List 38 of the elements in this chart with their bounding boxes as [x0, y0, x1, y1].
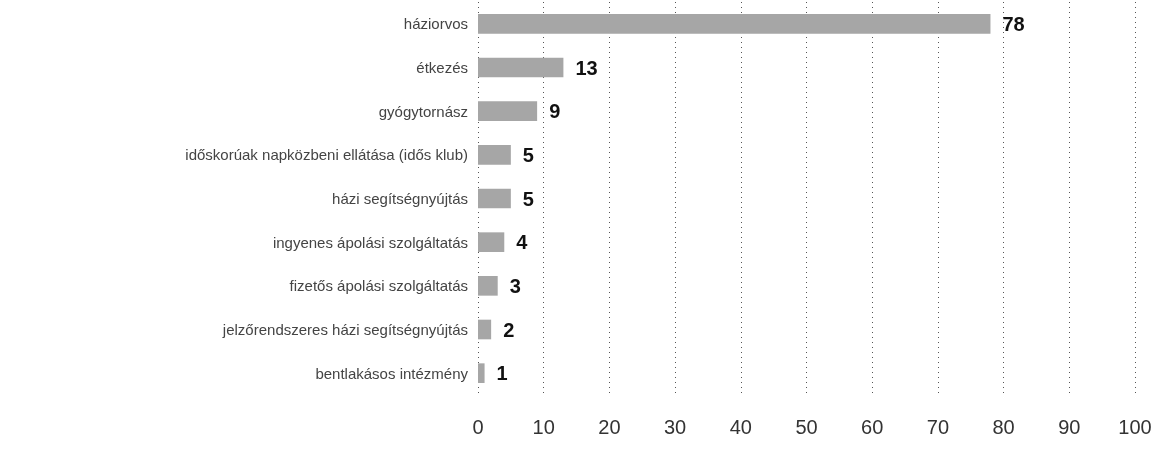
- x-tick-label: 60: [861, 416, 884, 438]
- x-tick-label: 80: [992, 416, 1015, 438]
- x-tick-label: 20: [598, 416, 621, 438]
- bar: [478, 188, 511, 209]
- data-label: 9: [549, 100, 561, 123]
- y-tick-label: gyógytornász: [378, 102, 468, 120]
- y-tick-label: időskorúak napközbeni ellátása (idős klub): [185, 146, 468, 164]
- x-tick-label: 30: [663, 416, 687, 438]
- x-tick-label: 70: [926, 416, 950, 438]
- data-label: 5: [522, 187, 534, 210]
- bar: [478, 276, 498, 296]
- y-tick-label: bentlakásos intézmény: [315, 364, 469, 382]
- data-label: 2: [503, 318, 515, 341]
- x-tick-label: 50: [795, 416, 818, 438]
- y-tick-label: étkezés: [416, 59, 468, 76]
- y-tick-label: jelzőrendszeres házi segítségnyújtás: [221, 321, 468, 338]
- data-label: 13: [575, 56, 598, 79]
- data-label: 5: [522, 143, 534, 166]
- x-tick-label: 10: [532, 416, 555, 438]
- bar: [478, 363, 485, 383]
- x-tick-label: 40: [729, 416, 752, 438]
- data-label: 78: [1002, 12, 1025, 35]
- y-tick-label: házi segítségnyújtás: [332, 190, 468, 207]
- y-tick-label: fizetős ápolási szolgáltatás: [289, 277, 468, 295]
- bar: [478, 14, 991, 34]
- bar: [478, 319, 492, 340]
- data-label: 3: [509, 274, 521, 297]
- bar: [478, 232, 505, 252]
- x-tick-label: 90: [1058, 416, 1081, 438]
- x-tick-label: 100: [1118, 416, 1152, 438]
- bar: [478, 145, 511, 165]
- data-label: 4: [516, 231, 529, 254]
- bar: [478, 57, 564, 78]
- x-tick-label: 0: [472, 416, 484, 438]
- data-label: 1: [496, 362, 508, 385]
- y-tick-label: háziorvos: [403, 15, 468, 33]
- bar: [478, 101, 538, 121]
- y-tick-label: ingyenes ápolási szolgáltatás: [272, 233, 468, 251]
